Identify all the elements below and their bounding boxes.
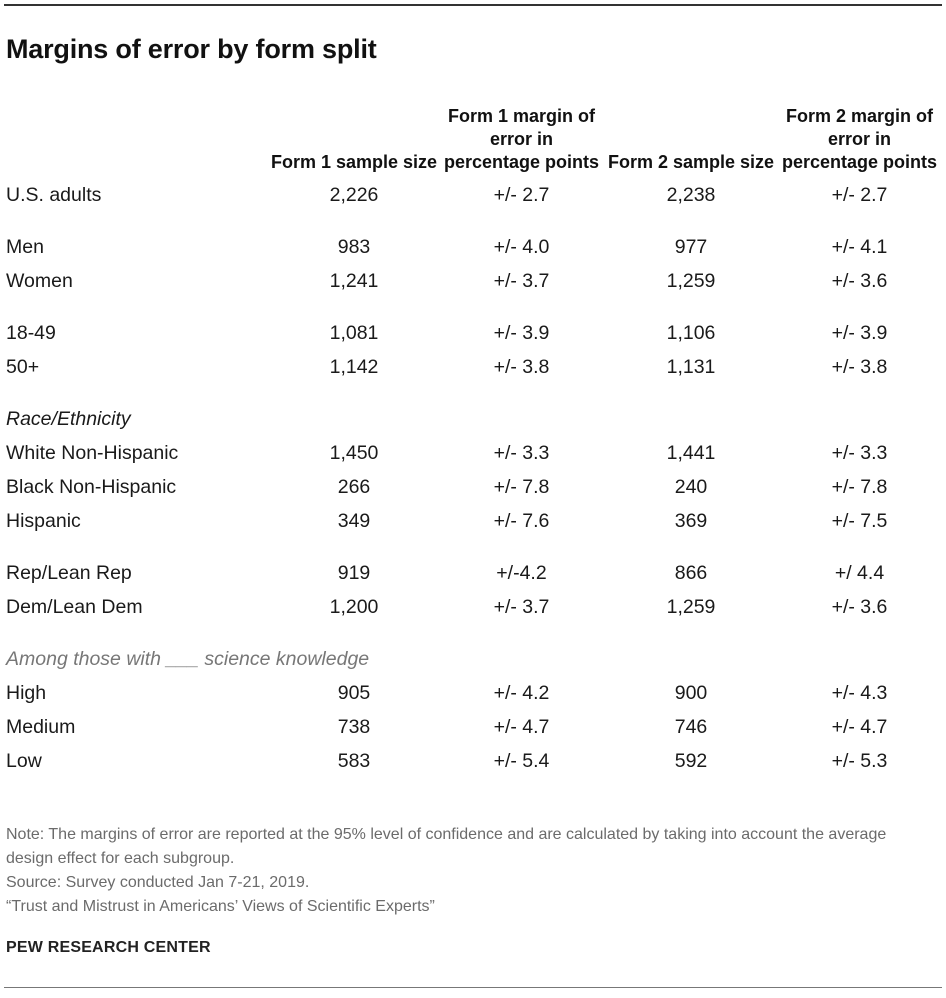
table-row: Rep/Lean Rep 919 +/-4.2 866 +/ 4.4 bbox=[4, 538, 940, 590]
form2-sample-size: 1,259 bbox=[666, 595, 716, 618]
table-row: U.S. adults 2,226 +/- 2.7 2,238 +/- 2.7 bbox=[4, 178, 940, 212]
form1-margin: +/- 4.7 bbox=[493, 715, 550, 738]
form1-sample-size: 1,142 bbox=[329, 355, 379, 378]
row-label: High bbox=[6, 681, 47, 704]
form1-margin: +/- 3.7 bbox=[493, 595, 550, 618]
table-row: 50+ 1,142 +/- 3.8 1,131 +/- 3.8 bbox=[4, 350, 940, 384]
section-label-science: Among those with ___ science knowledge bbox=[6, 647, 370, 670]
form1-sample-size: 2,226 bbox=[329, 183, 379, 206]
page-title: Margins of error by form split bbox=[6, 34, 377, 64]
header-form2-size: Form 2 sample size bbox=[607, 152, 775, 172]
margins-table: Form 1 sample size Form 1 margin of erro… bbox=[4, 82, 940, 778]
header-form2-moe: Form 2 margin of error in percentage poi… bbox=[781, 106, 938, 172]
form1-sample-size: 583 bbox=[337, 749, 371, 772]
bottom-rule bbox=[4, 987, 942, 988]
form2-sample-size: 866 bbox=[674, 561, 708, 584]
table-row: Black Non-Hispanic 266 +/- 7.8 240 +/- 7… bbox=[4, 470, 940, 504]
header-form1-moe: Form 1 margin of error in percentage poi… bbox=[443, 106, 600, 172]
form1-margin: +/- 3.3 bbox=[493, 441, 550, 464]
form2-sample-size: 1,259 bbox=[666, 269, 716, 292]
form2-sample-size: 1,441 bbox=[666, 441, 716, 464]
form2-margin: +/- 3.8 bbox=[831, 355, 888, 378]
form2-margin: +/- 4.3 bbox=[831, 681, 888, 704]
form2-margin: +/- 3.3 bbox=[831, 441, 888, 464]
row-label: 50+ bbox=[6, 355, 40, 378]
header-row: Form 1 sample size Form 1 margin of erro… bbox=[4, 82, 940, 178]
form1-margin: +/- 7.6 bbox=[493, 509, 550, 532]
row-label: Hispanic bbox=[6, 509, 81, 532]
row-label: 18-49 bbox=[6, 321, 56, 344]
form1-margin: +/- 4.0 bbox=[493, 235, 550, 258]
form1-sample-size: 919 bbox=[337, 561, 371, 584]
form2-margin: +/- 7.8 bbox=[831, 475, 888, 498]
row-label: Black Non-Hispanic bbox=[6, 475, 177, 498]
row-label: Dem/Lean Dem bbox=[6, 595, 143, 618]
table-row: Low 583 +/- 5.4 592 +/- 5.3 bbox=[4, 744, 940, 778]
form1-sample-size: 1,081 bbox=[329, 321, 379, 344]
table-row: 18-49 1,081 +/- 3.9 1,106 +/- 3.9 bbox=[4, 298, 940, 350]
table-row: Women 1,241 +/- 3.7 1,259 +/- 3.6 bbox=[4, 264, 940, 298]
row-label: Low bbox=[6, 749, 42, 772]
section-header-science: Among those with ___ science knowledge bbox=[4, 624, 940, 676]
form2-sample-size: 240 bbox=[674, 475, 708, 498]
form1-sample-size: 1,241 bbox=[329, 269, 379, 292]
table-row: White Non-Hispanic 1,450 +/- 3.3 1,441 +… bbox=[4, 436, 940, 470]
table-row: Dem/Lean Dem 1,200 +/- 3.7 1,259 +/- 3.6 bbox=[4, 590, 940, 624]
top-rule bbox=[4, 4, 942, 6]
organization-name: PEW RESEARCH CENTER bbox=[6, 939, 211, 956]
form1-sample-size: 1,200 bbox=[329, 595, 379, 618]
form1-sample-size: 983 bbox=[337, 235, 371, 258]
report-title: “Trust and Mistrust in Americans’ Views … bbox=[6, 898, 435, 915]
form1-sample-size: 1,450 bbox=[329, 441, 379, 464]
form1-margin: +/-4.2 bbox=[496, 561, 547, 584]
form2-sample-size: 369 bbox=[674, 509, 708, 532]
form2-margin: +/- 3.6 bbox=[831, 595, 888, 618]
header-label-blank bbox=[4, 82, 268, 178]
form2-sample-size: 900 bbox=[674, 681, 708, 704]
form1-sample-size: 738 bbox=[337, 715, 371, 738]
form2-sample-size: 746 bbox=[674, 715, 708, 738]
row-label: White Non-Hispanic bbox=[6, 441, 179, 464]
form1-sample-size: 266 bbox=[337, 475, 371, 498]
form1-margin: +/- 5.4 bbox=[493, 749, 550, 772]
row-label: Rep/Lean Rep bbox=[6, 561, 132, 584]
table-row: Medium 738 +/- 4.7 746 +/- 4.7 bbox=[4, 710, 940, 744]
form2-sample-size: 2,238 bbox=[666, 183, 716, 206]
form1-margin: +/- 3.8 bbox=[493, 355, 550, 378]
form1-sample-size: 349 bbox=[337, 509, 371, 532]
form1-margin: +/- 3.7 bbox=[493, 269, 550, 292]
form2-margin: +/- 3.9 bbox=[831, 321, 888, 344]
form2-sample-size: 592 bbox=[674, 749, 708, 772]
form1-margin: +/- 4.2 bbox=[493, 681, 550, 704]
row-label: U.S. adults bbox=[6, 183, 102, 206]
form2-margin: +/- 3.6 bbox=[831, 269, 888, 292]
form1-sample-size: 905 bbox=[337, 681, 371, 704]
form2-margin: +/- 2.7 bbox=[831, 183, 888, 206]
form1-margin: +/- 3.9 bbox=[493, 321, 550, 344]
form2-sample-size: 1,106 bbox=[666, 321, 716, 344]
form1-margin: +/- 7.8 bbox=[493, 475, 550, 498]
form2-sample-size: 1,131 bbox=[666, 355, 716, 378]
section-header-race: Race/Ethnicity bbox=[4, 384, 940, 436]
form2-sample-size: 977 bbox=[674, 235, 708, 258]
note-text: Note: The margins of error are reported … bbox=[6, 826, 887, 867]
header-form1-size: Form 1 sample size bbox=[270, 152, 438, 172]
row-label: Men bbox=[6, 235, 44, 258]
form1-margin: +/- 2.7 bbox=[493, 183, 550, 206]
table-row: High 905 +/- 4.2 900 +/- 4.3 bbox=[4, 676, 940, 710]
form2-margin: +/- 4.1 bbox=[831, 235, 888, 258]
section-label-race: Race/Ethnicity bbox=[6, 407, 131, 430]
row-label: Women bbox=[6, 269, 73, 292]
form2-margin: +/- 4.7 bbox=[831, 715, 888, 738]
row-label: Medium bbox=[6, 715, 76, 738]
source-text: Source: Survey conducted Jan 7-21, 2019. bbox=[6, 874, 310, 891]
form2-margin: +/- 7.5 bbox=[831, 509, 888, 532]
table-row: Hispanic 349 +/- 7.6 369 +/- 7.5 bbox=[4, 504, 940, 538]
form2-margin: +/- 5.3 bbox=[831, 749, 888, 772]
table-row: Men 983 +/- 4.0 977 +/- 4.1 bbox=[4, 212, 940, 264]
footnotes: Note: The margins of error are reported … bbox=[6, 823, 936, 919]
form2-margin: +/ 4.4 bbox=[834, 561, 885, 584]
